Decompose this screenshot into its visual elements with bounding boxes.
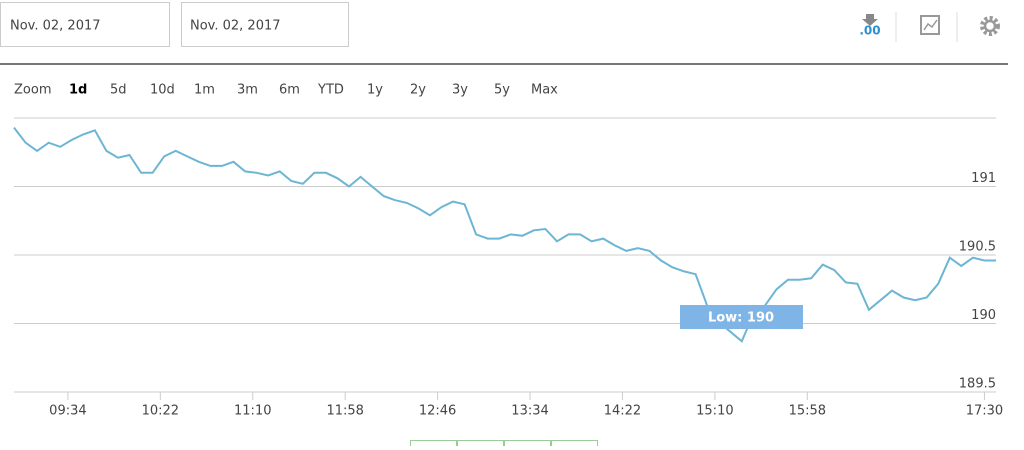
nav-button[interactable] — [551, 440, 598, 450]
y-tick-label: 191 — [971, 171, 996, 186]
x-tick-label: 13:34 — [511, 404, 548, 419]
download-arrow — [862, 14, 878, 26]
zoom-option[interactable]: 6m — [279, 83, 300, 98]
gear — [983, 19, 997, 33]
nav-button[interactable] — [410, 440, 457, 450]
decimals-icon: .00 — [859, 24, 880, 38]
end-date-input[interactable] — [181, 2, 349, 47]
x-tick-label: 09:34 — [49, 404, 86, 419]
zoom-label: Zoom — [14, 83, 51, 98]
zoom-option[interactable]: 10d — [150, 83, 175, 98]
zoom-option[interactable]: 2y — [410, 83, 426, 98]
navigator-buttons — [410, 440, 598, 450]
gear-teeth — [980, 16, 1000, 36]
start-date-input[interactable] — [0, 2, 170, 47]
price-line — [13, 126, 996, 343]
x-tick-label: 14:22 — [604, 404, 641, 419]
low-label-box — [680, 305, 803, 329]
nav-button[interactable] — [504, 440, 551, 450]
chart-type-button[interactable] — [920, 15, 940, 35]
x-tick-label: 17:30 — [966, 404, 1003, 419]
zoom-option[interactable]: 5y — [494, 83, 510, 98]
zoom-option[interactable]: 5d — [110, 83, 127, 98]
settings-button[interactable] — [980, 16, 1000, 36]
x-tick-label: 10:22 — [142, 404, 179, 419]
zoom-option[interactable]: 1m — [194, 83, 215, 98]
y-tick-label: 190 — [971, 308, 996, 323]
nav-button[interactable] — [457, 440, 504, 450]
start-date: Nov. 02, 2017 — [10, 19, 101, 34]
zoom-option[interactable]: 1y — [367, 83, 383, 98]
decimals-button[interactable]: .00 — [859, 14, 881, 38]
zoom-option[interactable]: Max — [531, 83, 558, 98]
chart-icon-line — [923, 19, 938, 31]
x-tick-label: 11:10 — [234, 404, 271, 419]
x-tick-label: 12:46 — [419, 404, 456, 419]
zoom-option[interactable]: 1d — [69, 83, 87, 98]
chart-icon — [920, 15, 940, 35]
zoom-option[interactable]: 3y — [452, 83, 468, 98]
y-tick-label: 189.5 — [959, 377, 996, 392]
zoom-option[interactable]: YTD — [317, 83, 344, 98]
y-tick-label: 190.5 — [959, 240, 996, 255]
zoom-option[interactable]: 3m — [237, 83, 258, 98]
x-tick-label: 11:58 — [326, 404, 363, 419]
x-tick-label: 15:10 — [696, 404, 733, 419]
x-tick-label: 15:58 — [789, 404, 826, 419]
end-date: Nov. 02, 2017 — [190, 19, 281, 34]
low-label: Low: 190 — [708, 311, 774, 326]
